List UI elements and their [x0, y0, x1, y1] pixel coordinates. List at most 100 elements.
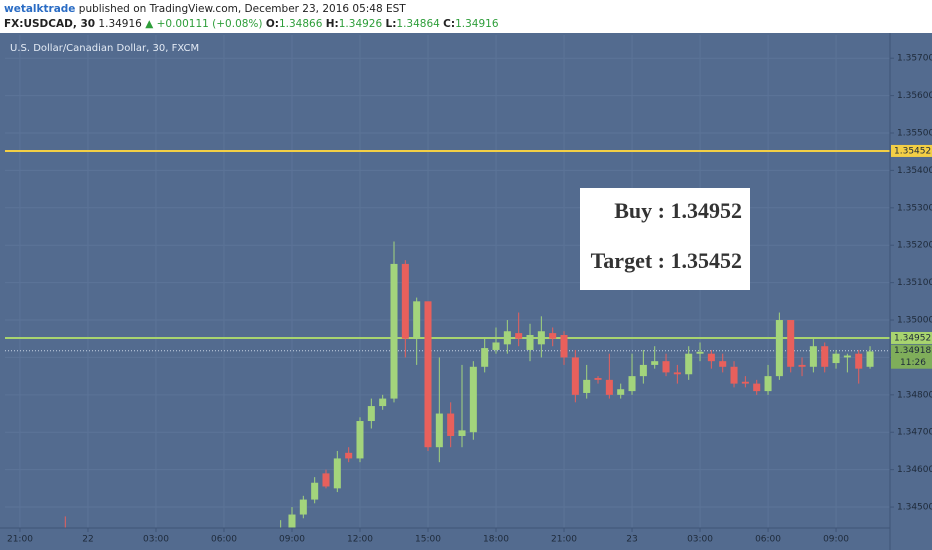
candle-body	[628, 376, 636, 392]
candle-body	[639, 364, 647, 377]
candle-body	[424, 301, 432, 448]
o-label: O:	[266, 18, 279, 30]
candle-body	[469, 366, 477, 433]
candle-body	[447, 413, 455, 436]
x-tick-label: 21:00	[551, 535, 577, 545]
candle-body	[288, 514, 296, 528]
candle-body	[492, 342, 500, 350]
high: 1.34926	[339, 18, 383, 30]
candle-body	[311, 482, 319, 500]
price-tag	[891, 344, 932, 369]
price-tag	[891, 331, 932, 344]
y-tick-label: 1.35200	[897, 241, 932, 251]
candle-body	[367, 406, 375, 422]
candle-body	[571, 357, 579, 395]
candle-body	[583, 379, 591, 393]
price-tag-label: 1.35452	[894, 146, 931, 156]
price-tag	[891, 144, 932, 157]
candle-body	[458, 430, 466, 436]
candle-body	[594, 378, 602, 380]
annotation: Target : 1.35452	[591, 248, 742, 273]
candle-body	[843, 355, 851, 358]
x-tick-label: 12:00	[347, 535, 373, 545]
candle-body	[787, 320, 795, 367]
chart-title: U.S. Dollar/Canadian Dollar, 30, FXCM	[10, 43, 199, 54]
chart-bg	[0, 33, 932, 550]
y-tick-label: 1.34700	[897, 428, 932, 438]
plot	[5, 149, 890, 528]
annotation: Buy : 1.34952	[614, 198, 742, 223]
y-tick-label: 1.35500	[897, 129, 932, 139]
x-tick-label: 15:00	[415, 535, 441, 545]
candle-body	[741, 381, 749, 384]
candle-body	[651, 361, 659, 365]
candle-body	[413, 301, 421, 339]
published: published on TradingView.com, December 2…	[79, 3, 407, 15]
y-tick-label: 1.34600	[897, 465, 932, 475]
symbol-line: FX:USDCAD, 30 1.34916 ▲ +0.00111 (+0.08%…	[4, 18, 499, 30]
candle-body	[549, 333, 557, 339]
price-tag-label: 1.34918	[894, 346, 931, 356]
candle-body	[855, 353, 863, 369]
candle-body	[537, 331, 545, 345]
candle-body	[299, 499, 307, 515]
candle-body	[333, 458, 341, 489]
candle-body	[605, 379, 613, 395]
candle-body	[560, 334, 568, 358]
open: 1.34866	[279, 18, 323, 30]
candle-body	[401, 263, 409, 339]
axes: 1.345001.346001.347001.348001.349001.350…	[7, 54, 932, 545]
candle-body	[685, 353, 693, 375]
x-tick-label: 06:00	[755, 535, 781, 545]
candle-body	[821, 346, 829, 367]
x-tick-label: 03:00	[687, 535, 713, 545]
x-tick-label: 06:00	[211, 535, 237, 545]
x-tick-label: 09:00	[823, 535, 849, 545]
candle-body	[379, 398, 387, 407]
l-label: L:	[386, 18, 397, 30]
candle-body	[503, 331, 511, 345]
last: 1.34916	[98, 18, 142, 30]
candle-body	[764, 376, 772, 392]
close: 1.34916	[455, 18, 499, 30]
price-tag-label: 1.34952	[894, 333, 931, 343]
candle-body	[662, 361, 670, 373]
candle-body	[707, 353, 715, 362]
candle-body	[673, 372, 681, 375]
h-label: H:	[326, 18, 339, 30]
x-tick-label: 03:00	[143, 535, 169, 545]
x-tick-label: 21:00	[7, 535, 33, 545]
candle-body	[775, 320, 783, 377]
y-tick-label: 1.35300	[897, 203, 932, 213]
candle-body	[390, 263, 398, 399]
candle-body	[696, 351, 704, 354]
candle-body	[798, 364, 806, 367]
y-tick-label: 1.35600	[897, 91, 932, 101]
candle-body	[832, 353, 840, 364]
x-tick-label: 23	[626, 535, 637, 545]
c-label: C:	[443, 18, 455, 30]
candle-body	[345, 452, 353, 459]
header-line: wetalktrade published on TradingView.com…	[4, 3, 406, 15]
symbol: FX:USDCAD, 30	[4, 18, 95, 30]
y-tick-label: 1.35400	[897, 166, 932, 176]
y-tick-label: 1.35000	[897, 316, 932, 326]
countdown: 11:26	[900, 358, 926, 368]
y-tick-label: 1.34500	[897, 503, 932, 513]
candle-body	[753, 383, 761, 392]
candle-body	[719, 361, 727, 367]
x-tick-label: 09:00	[279, 535, 305, 545]
candle-body	[730, 366, 738, 384]
candle-body	[435, 413, 443, 448]
y-tick-label: 1.35700	[897, 54, 932, 64]
candle-body	[526, 334, 534, 350]
candle-body	[866, 351, 874, 367]
header-bg	[0, 0, 932, 33]
x-tick-label: 22	[82, 535, 93, 545]
annotation-box	[580, 188, 750, 290]
candle-body	[481, 348, 489, 367]
low: 1.34864	[396, 18, 440, 30]
candle-body	[515, 333, 523, 339]
y-tick-label: 1.34800	[897, 390, 932, 400]
